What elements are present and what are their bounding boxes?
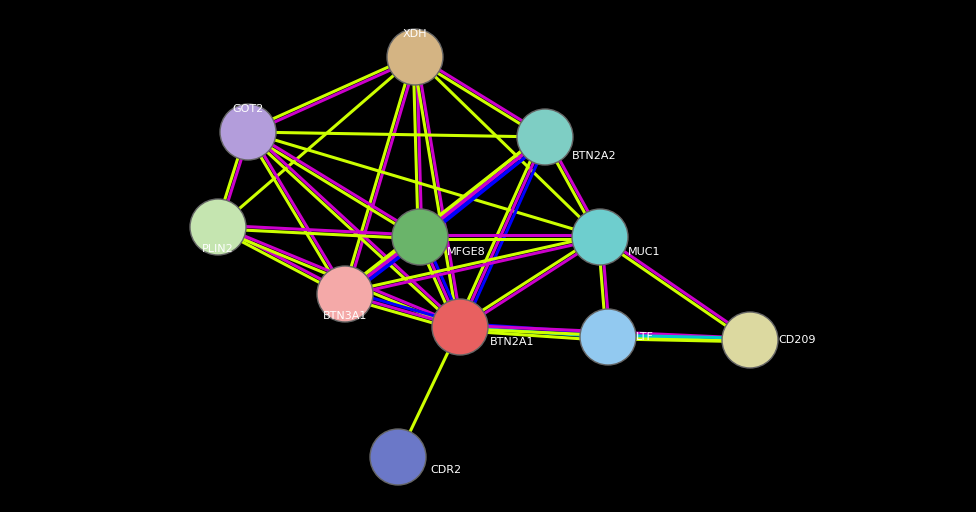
Circle shape (317, 266, 373, 322)
Text: PLIN2: PLIN2 (202, 244, 234, 254)
Circle shape (387, 29, 443, 85)
Circle shape (220, 104, 276, 160)
Text: GOT2: GOT2 (232, 104, 264, 114)
Circle shape (517, 109, 573, 165)
Circle shape (722, 312, 778, 368)
Text: BTN2A1: BTN2A1 (490, 337, 535, 347)
Text: XDH: XDH (403, 29, 427, 39)
Text: CD209: CD209 (778, 335, 816, 345)
Text: BTN3A1: BTN3A1 (323, 311, 367, 321)
Text: MFGE8: MFGE8 (447, 247, 486, 257)
Circle shape (190, 199, 246, 255)
Circle shape (370, 429, 426, 485)
Circle shape (392, 209, 448, 265)
Circle shape (432, 299, 488, 355)
Text: CDR2: CDR2 (430, 465, 461, 475)
Circle shape (572, 209, 628, 265)
Text: MUC1: MUC1 (628, 247, 661, 257)
Text: BTN2A2: BTN2A2 (572, 151, 617, 161)
Circle shape (580, 309, 636, 365)
Text: LTF: LTF (636, 332, 654, 342)
